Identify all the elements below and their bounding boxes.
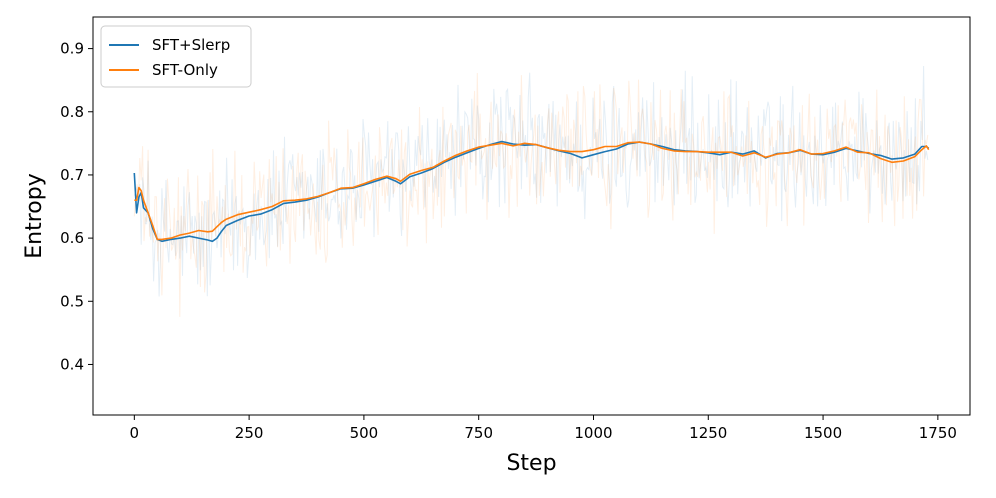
x-tick-label: 750 bbox=[464, 424, 493, 442]
x-tick-label: 1000 bbox=[574, 424, 612, 442]
legend-box bbox=[100, 25, 252, 88]
y-axis-label: Entropy bbox=[22, 173, 47, 258]
series-line-sft-only bbox=[134, 141, 930, 241]
plot-frame bbox=[92, 16, 971, 416]
x-tick-label: 1500 bbox=[804, 424, 842, 442]
y-tick-label: 0.7 bbox=[60, 166, 84, 184]
y-tick-label: 0.9 bbox=[60, 40, 84, 58]
y-axis: 0.4 0.5 0.6 0.7 0.8 0.9 bbox=[60, 40, 93, 373]
raw-trace-sft-slerp bbox=[133, 65, 929, 297]
legend-label-sft-slerp: SFT+Slerp bbox=[152, 36, 230, 54]
x-axis: 0 250 500 750 1000 1250 1500 1750 bbox=[130, 415, 957, 442]
x-tick-label: 1750 bbox=[919, 424, 957, 442]
x-tick-label: 500 bbox=[350, 424, 379, 442]
y-tick-label: 0.5 bbox=[60, 292, 84, 310]
legend-label-sft-only: SFT-Only bbox=[152, 61, 218, 79]
raw-trace-sft-only bbox=[133, 72, 929, 317]
x-tick-label: 0 bbox=[130, 424, 140, 442]
smoothed-lines-layer bbox=[133, 140, 930, 243]
legend: SFT+Slerp SFT-Only bbox=[100, 25, 252, 88]
x-tick-label: 250 bbox=[235, 424, 264, 442]
x-tick-label: 1250 bbox=[689, 424, 727, 442]
x-axis-label: Step bbox=[506, 451, 556, 476]
raw-noise-layer bbox=[133, 65, 929, 317]
y-tick-label: 0.6 bbox=[60, 229, 84, 247]
y-tick-label: 0.4 bbox=[60, 355, 84, 373]
y-tick-label: 0.8 bbox=[60, 103, 84, 121]
